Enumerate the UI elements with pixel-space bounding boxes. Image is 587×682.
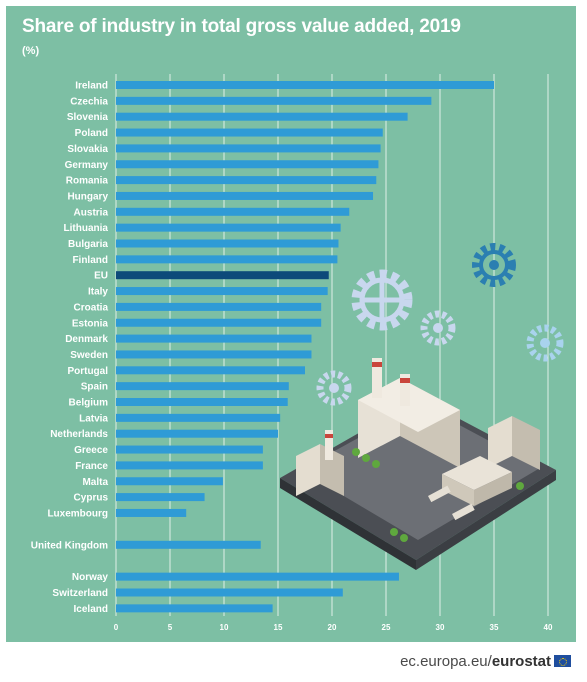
gear-icon — [526, 324, 564, 362]
x-tick-label: 0 — [114, 623, 119, 632]
gear-icon — [472, 243, 516, 287]
bar-united-kingdom — [116, 540, 261, 549]
bar-luxembourg — [116, 508, 187, 517]
category-label: Belgium — [69, 398, 109, 409]
bar-estonia — [116, 318, 322, 327]
category-labels: Ireland Czechia Slovenia Poland Slovakia Germ… — [31, 81, 109, 615]
bar-germany — [116, 160, 379, 169]
bar-sweden — [116, 350, 312, 359]
bar-malta — [116, 477, 223, 486]
category-label: Spain — [81, 382, 108, 393]
bar-portugal — [116, 366, 305, 375]
bar-croatia — [116, 302, 322, 311]
category-label: Sweden — [70, 350, 108, 361]
category-label: Austria — [74, 207, 109, 218]
bar-latvia — [116, 413, 281, 422]
chart-title: Share of industry in total gross value a… — [22, 16, 461, 37]
bar-cyprus — [116, 493, 205, 502]
footer: ec.europa.eu/eurostat — [400, 653, 571, 670]
bar-norway — [116, 572, 399, 581]
category-label: Norway — [72, 572, 109, 583]
bar-romania — [116, 176, 377, 185]
category-label: Bulgaria — [68, 239, 108, 250]
x-tick-label: 25 — [382, 623, 391, 632]
category-label: Luxembourg — [47, 508, 108, 519]
category-label: Germany — [65, 160, 109, 171]
bar-netherlands — [116, 429, 278, 438]
bar-france — [116, 461, 263, 470]
category-label: Slovakia — [67, 144, 108, 155]
category-label: Slovenia — [67, 112, 109, 123]
category-label: Greece — [74, 445, 108, 456]
category-label: EU — [94, 271, 108, 282]
footer-site: ec.europa.eu/ — [400, 653, 492, 670]
factory-with-gears-icon — [280, 243, 564, 570]
category-label: Estonia — [72, 318, 109, 329]
category-label: United Kingdom — [31, 540, 108, 551]
bar-greece — [116, 445, 263, 454]
category-label: Italy — [88, 287, 108, 298]
bar-bulgaria — [116, 239, 339, 248]
category-label: Poland — [75, 128, 108, 139]
bar-slovenia — [116, 112, 408, 121]
category-label: Ireland — [75, 81, 108, 92]
x-axis-ticks: 0 5 10 15 20 25 30 35 40 — [114, 623, 553, 632]
bar-belgium — [116, 398, 288, 406]
bars — [116, 81, 494, 613]
category-label: Denmark — [65, 334, 108, 345]
x-tick-label: 35 — [490, 623, 499, 632]
bar-switzerland — [116, 588, 343, 597]
category-label: Iceland — [74, 604, 108, 615]
bar-iceland — [116, 604, 273, 613]
category-label: Portugal — [67, 366, 108, 377]
x-tick-label: 10 — [220, 623, 229, 632]
bar-ireland — [116, 81, 494, 89]
bar-eu — [116, 271, 329, 280]
gear-icon — [316, 370, 352, 406]
x-tick-label: 30 — [436, 623, 445, 632]
category-label: Hungary — [67, 191, 108, 202]
grid-lines — [115, 74, 549, 616]
bar-denmark — [116, 334, 312, 343]
category-label: Netherlands — [50, 429, 108, 440]
category-label: France — [75, 461, 108, 472]
category-label: Latvia — [79, 413, 108, 424]
category-label: Finland — [72, 255, 108, 266]
category-label: Malta — [82, 477, 108, 488]
category-label: Lithuania — [64, 223, 109, 234]
bar-poland — [116, 128, 383, 137]
x-tick-label: 20 — [328, 623, 337, 632]
gear-icon — [420, 310, 456, 346]
x-tick-label: 40 — [544, 623, 553, 632]
bar-lithuania — [116, 223, 341, 232]
bar-finland — [116, 255, 338, 264]
category-label: Switzerland — [52, 588, 108, 599]
gear-icon — [351, 269, 413, 331]
bar-slovakia — [116, 144, 381, 153]
x-tick-label: 15 — [274, 623, 283, 632]
category-label: Cyprus — [74, 493, 109, 504]
bar-austria — [116, 207, 350, 216]
footer-brand: eurostat — [491, 653, 551, 670]
bar-spain — [116, 382, 289, 391]
chart-unit: (%) — [22, 45, 40, 57]
eu-flag-icon — [554, 655, 571, 667]
bar-chart: Ireland Czechia Slovenia Poland Slovakia Germ… — [31, 74, 564, 632]
bar-czechia — [116, 96, 432, 105]
category-label: Romania — [66, 176, 109, 187]
bar-hungary — [116, 191, 374, 200]
x-tick-label: 5 — [168, 623, 173, 632]
category-label: Croatia — [74, 302, 109, 313]
category-label: Czechia — [70, 96, 108, 107]
bar-italy — [116, 287, 328, 296]
